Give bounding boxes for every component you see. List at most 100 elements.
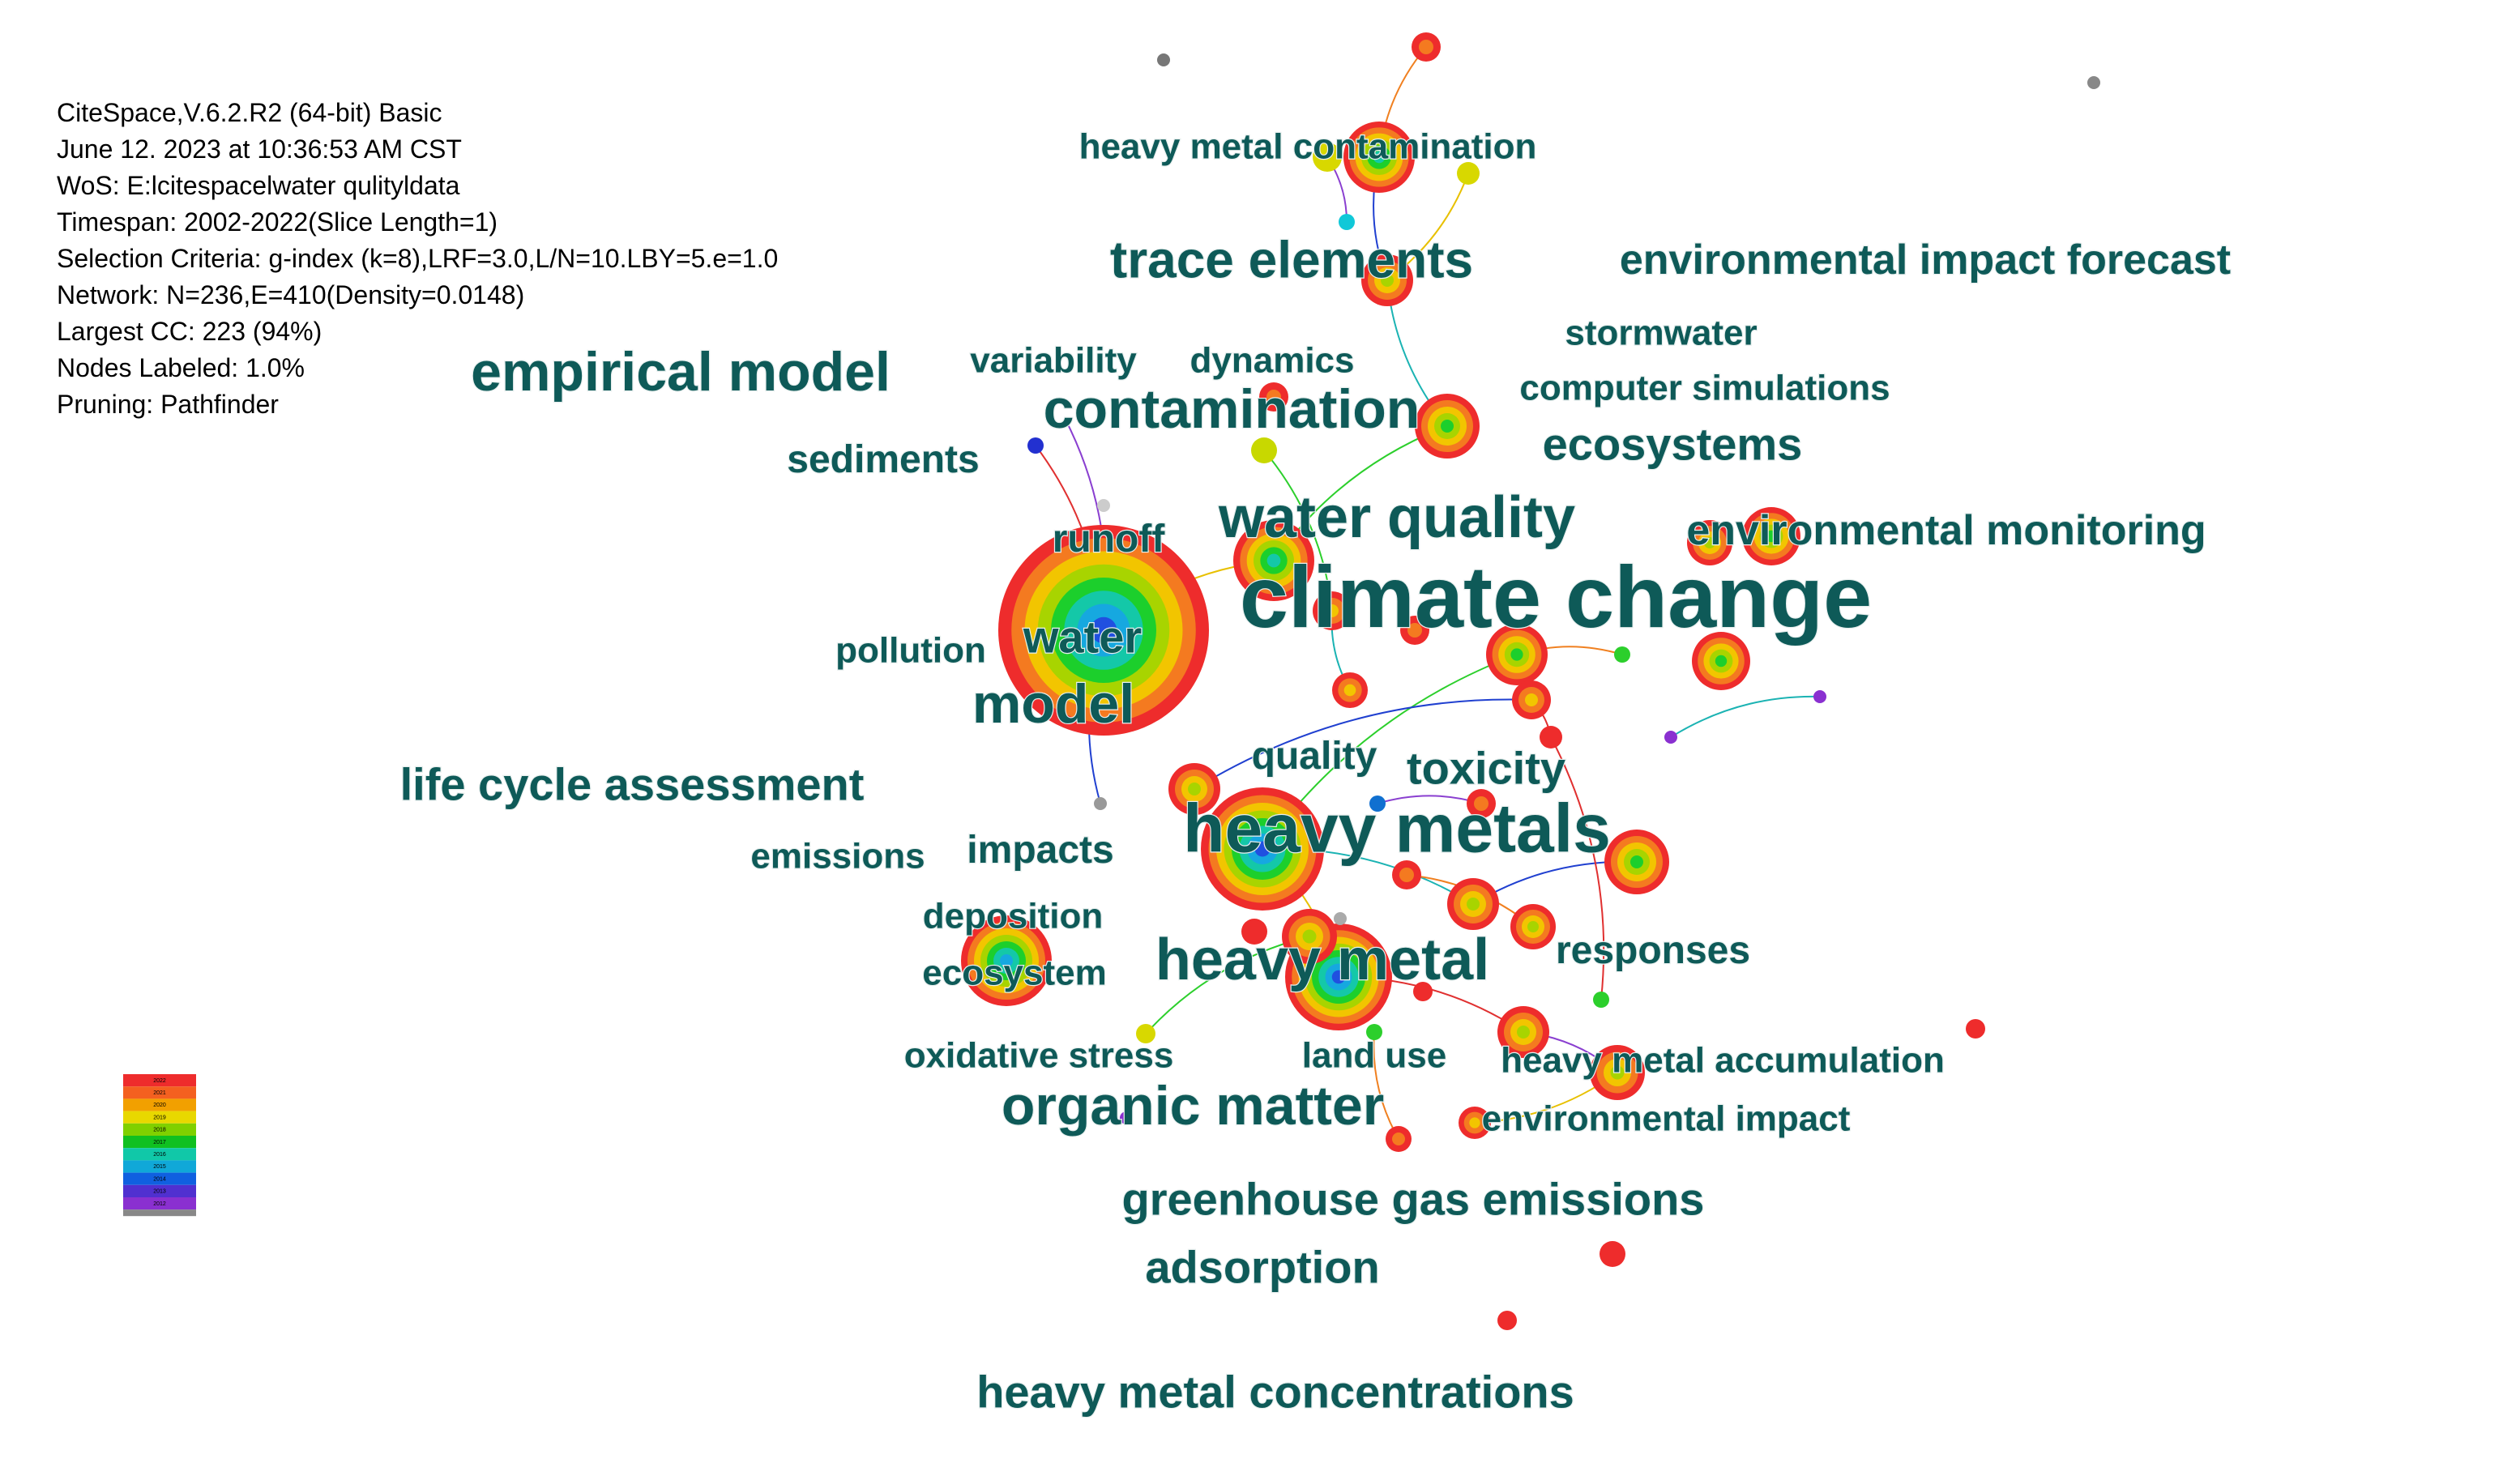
legend: 2022 2021 2020 2019 2018 2017 2016 2015 2014 2013…	[123, 1074, 196, 1217]
legend-label: 2014	[153, 1176, 166, 1182]
info-line: WoS: E:lcitespacelwater qulityldata	[57, 171, 460, 200]
legend-label: 2019	[153, 1115, 166, 1120]
node	[1540, 726, 1562, 749]
node-label: pollution	[835, 630, 986, 670]
node	[1136, 1024, 1155, 1043]
node	[1369, 795, 1386, 812]
node-ring	[1407, 623, 1422, 638]
node-label: organic matter	[1002, 1075, 1384, 1137]
node-ring	[1527, 921, 1539, 932]
node	[1094, 797, 1107, 810]
node-ring	[1715, 655, 1728, 668]
info-panel: CiteSpace,V.6.2.R2 (64-bit) Basic June 12…	[57, 98, 778, 419]
node-ring	[1630, 855, 1643, 868]
node-label: environmental impact	[1482, 1098, 1851, 1138]
node	[1241, 919, 1267, 945]
edge	[1194, 698, 1532, 790]
legend-swatch	[123, 1086, 196, 1099]
node-label: stormwater	[1565, 313, 1757, 352]
node-ring	[1474, 796, 1489, 811]
node-label: adsorption	[1145, 1242, 1379, 1293]
node-label: heavy metal	[1155, 928, 1489, 992]
node-label: water quality	[1218, 485, 1575, 550]
edge	[1670, 695, 1821, 738]
node	[1027, 437, 1044, 454]
node-ring	[1254, 841, 1271, 857]
legend-label: 2015	[153, 1164, 166, 1170]
legend-label: 2021	[153, 1090, 166, 1096]
legend-swatch	[123, 1184, 196, 1197]
node-label: oxidative stress	[904, 1035, 1174, 1075]
node	[1593, 992, 1609, 1008]
info-line: Selection Criteria: g-index (k=8),LRF=3.…	[57, 244, 778, 273]
node-ring	[1188, 783, 1201, 795]
node-label: ecosystem	[922, 953, 1106, 992]
legend-label: 2017	[153, 1140, 166, 1145]
node-ring	[1610, 1065, 1625, 1080]
node-ring	[1469, 1117, 1480, 1128]
node-ring	[1381, 274, 1394, 287]
node	[1497, 1311, 1517, 1330]
legend-label: 2022	[153, 1078, 166, 1084]
legend-swatch	[123, 1111, 196, 1124]
node-ring	[1326, 604, 1339, 617]
node-label: responses	[1556, 929, 1750, 972]
node-ring	[1266, 390, 1281, 404]
node-label: sediments	[787, 438, 979, 481]
info-line: Timespan: 2002-2022(Slice Length=1)	[57, 207, 498, 237]
node-ring	[1525, 693, 1538, 706]
legend-swatch	[123, 1098, 196, 1111]
node-ring	[1419, 40, 1433, 54]
legend-swatch	[123, 1074, 196, 1087]
node-label: heavy metal contamination	[1079, 126, 1537, 166]
node	[1157, 53, 1170, 66]
legend-swatch	[123, 1123, 196, 1136]
node-label: deposition	[923, 896, 1103, 936]
info-line: CiteSpace,V.6.2.R2 (64-bit) Basic	[57, 98, 442, 127]
node-label: computer simulations	[1519, 368, 1890, 407]
legend-label: 2018	[153, 1128, 166, 1133]
node-label: trace elements	[1110, 230, 1473, 288]
info-line: Nodes Labeled: 1.0%	[57, 353, 305, 382]
info-line: Pruning: Pathfinder	[57, 390, 279, 419]
nodes	[961, 32, 2100, 1330]
node-label: climate change	[1240, 548, 1872, 646]
node	[1664, 731, 1677, 744]
node	[1813, 690, 1826, 703]
node-label: environmental monitoring	[1686, 507, 2206, 554]
node-label: emissions	[750, 836, 925, 876]
node	[1120, 1111, 1133, 1124]
labels: heavy metal contamination trace elements e…	[399, 126, 2232, 1418]
node-ring	[1399, 868, 1414, 882]
node-ring	[1266, 553, 1281, 568]
node	[1413, 982, 1433, 1001]
node-label: dynamics	[1190, 340, 1355, 380]
node-ring	[1331, 970, 1346, 984]
node-label: heavy metal concentrations	[976, 1367, 1574, 1418]
edge	[1550, 736, 1605, 1000]
node-label: heavy metal accumulation	[1501, 1040, 1945, 1080]
legend-swatch	[123, 1148, 196, 1161]
node-label: land use	[1302, 1035, 1447, 1075]
node-ring	[1302, 929, 1317, 944]
node	[1251, 437, 1277, 463]
legend-swatch	[123, 1136, 196, 1149]
node-label: quality	[1252, 735, 1377, 778]
node-ring	[1000, 954, 1013, 967]
info-line: Network: N=236,E=410(Density=0.0148)	[57, 280, 524, 309]
node	[1614, 646, 1630, 663]
node	[1457, 162, 1480, 185]
legend-label: 2012	[153, 1201, 166, 1207]
legend-swatch	[123, 1160, 196, 1173]
node-ring	[1343, 684, 1356, 697]
node-ring	[1392, 1132, 1405, 1145]
info-line: Largest CC: 223 (94%)	[57, 317, 322, 346]
edge	[1263, 450, 1333, 612]
node	[1313, 143, 1342, 172]
node-ring	[1090, 616, 1117, 644]
node-label: model	[972, 673, 1134, 735]
legend-swatch	[123, 1209, 196, 1217]
node-label: impacts	[967, 829, 1113, 872]
node	[1966, 1019, 1985, 1039]
